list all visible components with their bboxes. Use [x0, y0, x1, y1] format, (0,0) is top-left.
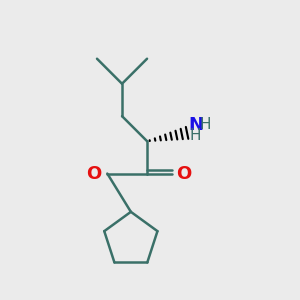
Text: H: H: [199, 118, 211, 133]
Text: N: N: [188, 116, 203, 134]
Text: H: H: [190, 128, 201, 143]
Text: O: O: [176, 165, 191, 183]
Text: O: O: [86, 165, 102, 183]
